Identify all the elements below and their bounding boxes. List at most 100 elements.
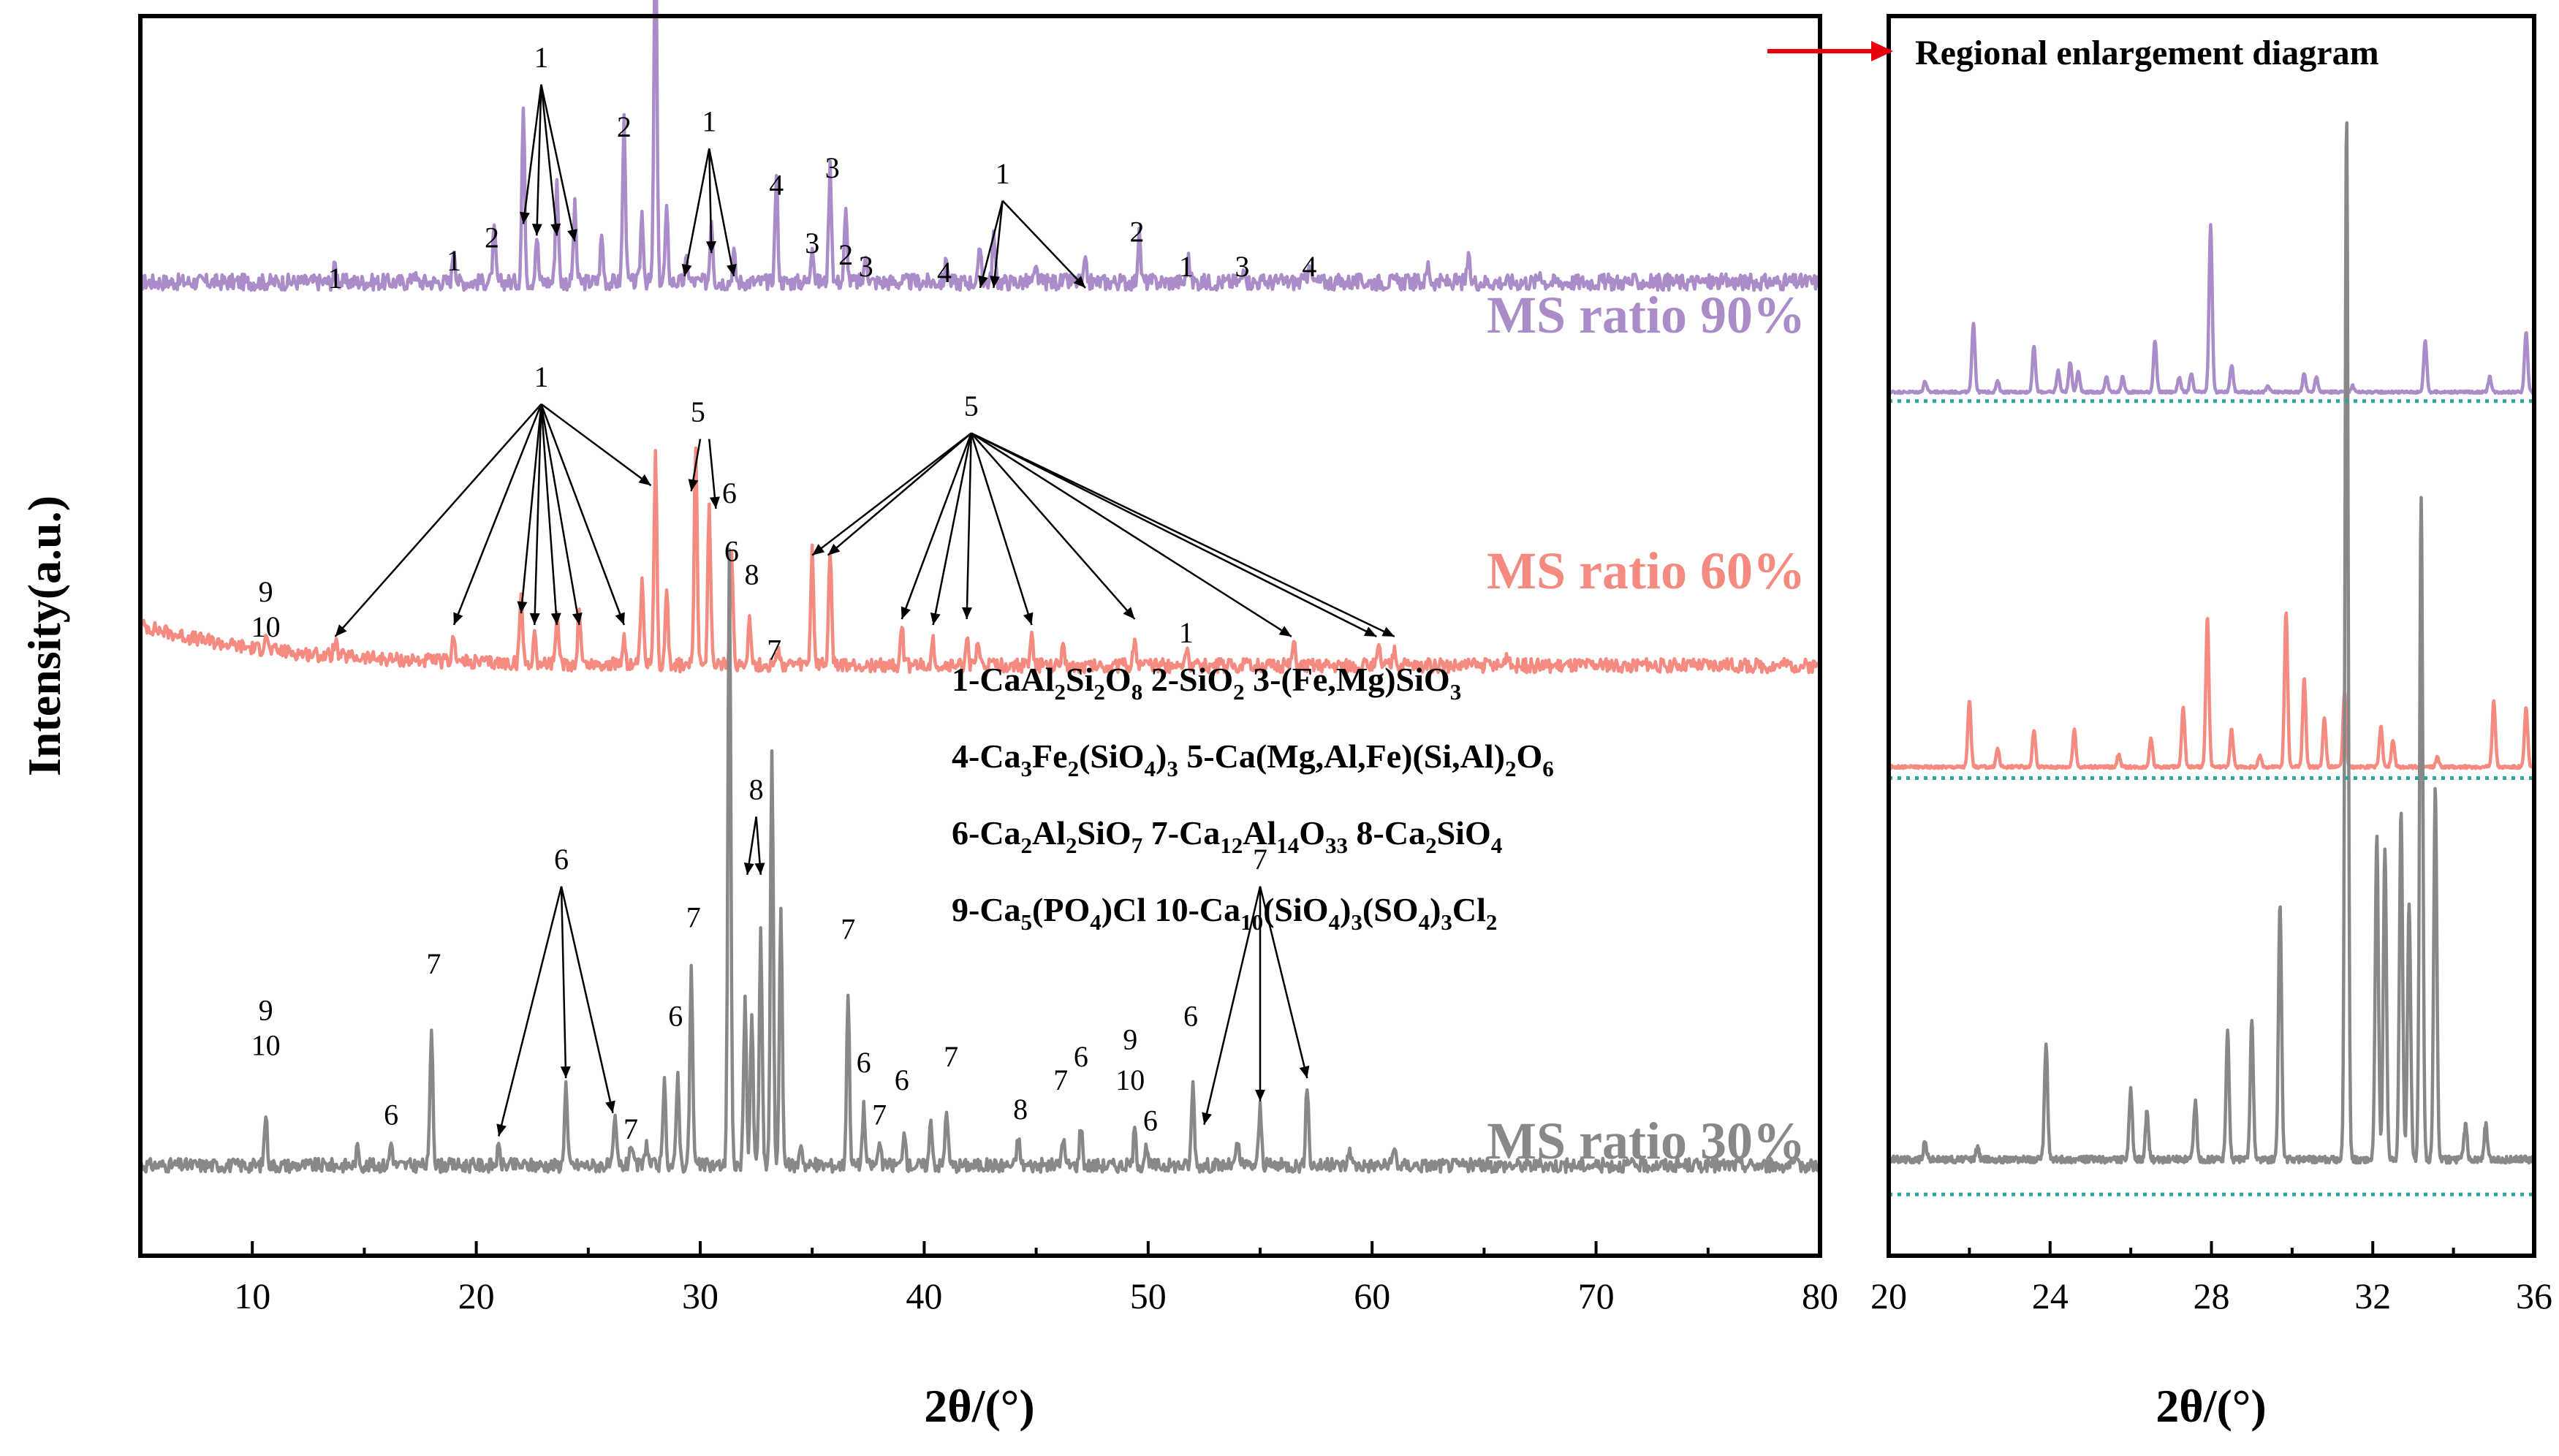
annotation-arrow-head [335,624,347,637]
legend-text-run: 2 [1233,679,1245,705]
legend-text-run: 5-Ca(Mg,Al,Fe)(Si,Al) [1178,738,1505,775]
peak-label-s90: 1 [1179,250,1194,283]
legend-text-run: 14 [1276,833,1299,858]
annotation-arrow-head [962,607,972,620]
legend-text-run: ) [1340,891,1351,928]
legend-text-run: 6 [1542,756,1554,781]
annotation-arrow-head [1073,276,1086,288]
legend-text-run: 10 [1240,909,1263,935]
annotation-arrow-head [520,211,530,224]
annotation-arrow-head [615,612,625,625]
peak-label-s60: 9 [259,575,273,608]
annotation-arrow-head [453,612,463,625]
legend-text-run: 12 [1220,833,1243,858]
peak-label-s90: 2 [838,238,853,271]
red-arrow-head [1871,41,1893,61]
peak-label-s90: 1 [328,262,343,295]
annotation-arrow-line [540,403,625,626]
peak-label-s90: 2 [617,110,632,143]
annotation-arrow-line [971,432,1395,638]
main-xtick-label: 20 [458,1275,495,1316]
legend-text-run: (PO [1032,891,1090,928]
annotation-arrow-head [688,479,699,492]
peak-label-s60: 5 [691,395,705,428]
series-label-s90: MS ratio 90% [1487,286,1805,344]
peak-label-s30: 9 [1123,1023,1137,1055]
legend-text-run: 4-Ca [952,738,1021,775]
annotation-arrow-line [971,432,1292,637]
annotation-arrow-head [1255,1089,1265,1102]
legend-text-run: 3-(Fe,Mg)SiO [1245,661,1450,698]
peak-label-s30: 6 [668,1000,683,1033]
annotation-arrow-head [1363,626,1377,637]
peak-label-s30: 6 [895,1063,909,1096]
legend-text-run: 2 [1068,756,1080,781]
annotation-arrow-head [1299,1065,1310,1079]
main-curve-s30 [138,547,1821,1175]
peak-label-s60: 10 [251,610,281,643]
annotation-arrow-head [827,543,841,556]
legend-text-run: )Cl 10-Ca [1102,891,1240,928]
peak-label-s90: 1 [534,41,548,74]
peak-label-s30: 7 [686,900,701,933]
legend-text-run: O [1299,814,1325,852]
peak-label-s30: 9 [259,994,273,1027]
annotation-arrow-head [1202,1112,1212,1125]
peak-label-s30: 6 [554,843,569,876]
main-curve-s60 [138,446,1822,675]
peak-label-s90: 3 [805,227,819,259]
annotation-arrow-head [567,229,577,242]
peak-label-s90: 3 [825,151,840,184]
legend-text-run: 8-Ca [1348,814,1425,852]
annotation-arrow-line [1001,200,1086,289]
annotation-arrow-line [971,432,1377,638]
peak-label-s90: 1 [996,157,1010,190]
annotation-arrow-line [932,433,972,626]
main-xtick-label: 10 [234,1275,270,1316]
peak-label-s30: 6 [1143,1104,1158,1137]
peak-label-s90: 2 [1129,215,1144,248]
legend-text-run: 2 [1093,679,1105,705]
annotation-arrow-head [531,224,542,236]
legend-text-run: (SiO [1079,738,1144,775]
inset-panel: 20 24 28 32 36 [1870,14,2552,1316]
peak-label-s30: 6 [857,1046,871,1079]
annotation-arrow-line [708,148,713,254]
annotation-arrow-head [990,276,1000,288]
peak-label-s90: 1 [702,105,716,137]
annotation-arrow-head [812,544,825,556]
legend-text-run: SiO [1077,814,1131,852]
peak-label-s30: 8 [1013,1093,1028,1126]
main-xtick-label: 60 [1354,1275,1390,1316]
annotation-arrow-line [334,403,542,637]
legend-line-1: 1-CaAl2Si2O8 2-SiO2 3-(Fe,Mg)SiO3 [952,661,1461,705]
legend-text-run: 3 [1021,756,1033,781]
annotation-arrow-head [496,1123,507,1137]
annotation-arrow-head [638,474,651,486]
annotation-arrow-head [560,1066,571,1079]
legend-text-run: Al [1243,814,1276,852]
inset-xtick-label: 36 [2516,1275,2552,1316]
legend-line-2: 4-Ca3Fe2(SiO4)3 5-Ca(Mg,Al,Fe)(Si,Al)2O6 [952,738,1554,781]
annotation-arrow-line [522,84,542,224]
legend-text-run: 4 [1491,833,1503,858]
annotation-arrow-line [708,148,735,277]
annotation-arrow-line [970,432,1136,620]
annotation-arrow-line [540,403,580,626]
annotation-arrow-line [540,403,558,626]
peak-label-s90: 2 [485,221,499,254]
legend-text-run: (SiO [1263,891,1328,928]
annotation-arrow-line [560,886,567,1079]
legend-text-run: 3 [1351,909,1362,935]
peak-label-s30: 7 [767,634,781,667]
peak-label-s90: 3 [1235,250,1249,283]
peak-label-s30: 8 [749,773,764,806]
legend-text-run: 6-Ca [952,814,1021,852]
legend-line-4: 9-Ca5(PO4)Cl 10-Ca10(SiO4)3(SO4)3Cl2 [952,891,1497,935]
main-panel: 1124332342134211119105681159106776767767… [138,0,1838,1316]
inset-xtick-label: 28 [2194,1275,2230,1316]
annotation-arrow-head [705,241,716,254]
legend-text-run: 4 [1329,909,1341,935]
annotation-arrow-line [1203,886,1262,1125]
